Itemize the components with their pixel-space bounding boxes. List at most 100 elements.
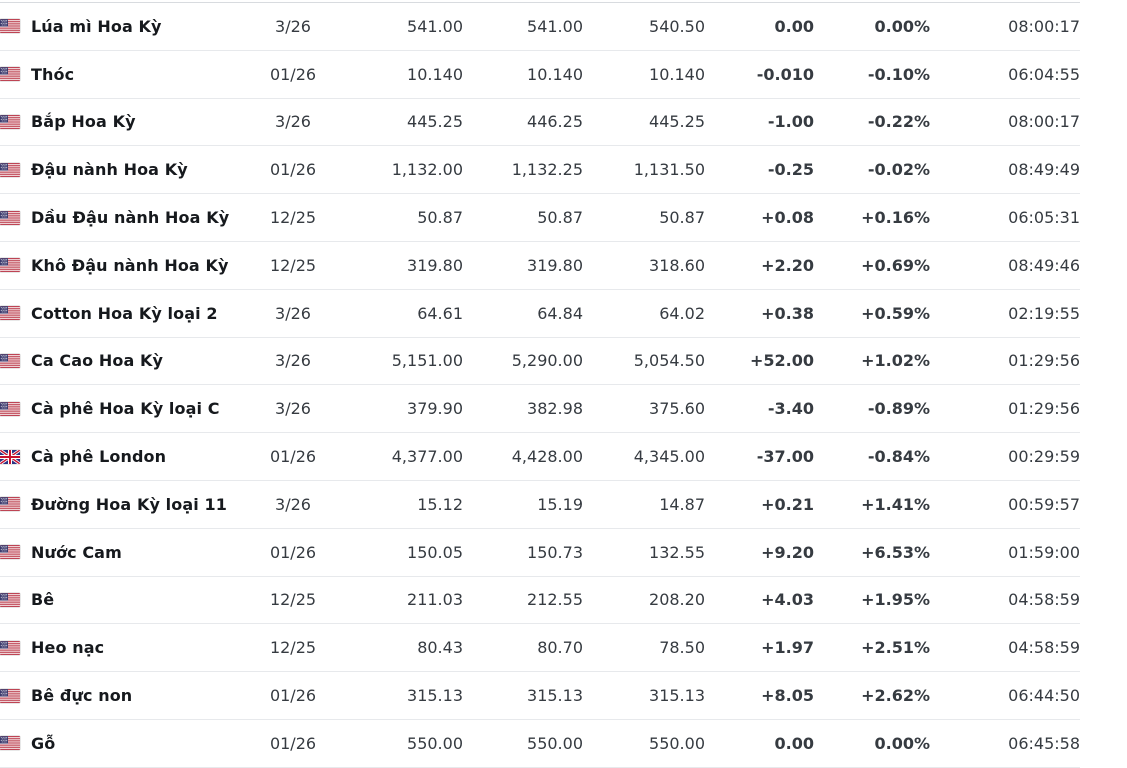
- commodity-name[interactable]: Bắp Hoa Kỳ: [31, 112, 136, 132]
- contract-month: 01/26: [269, 686, 317, 706]
- last-price: 319.80: [407, 255, 463, 275]
- commodity-name[interactable]: Cà phê Hoa Kỳ loại C: [31, 399, 220, 419]
- commodity-cell: Cà phê Hoa Kỳ loại C: [0, 399, 230, 418]
- table-row[interactable]: Đường Hoa Kỳ loại 11 3/26 15.12 15.19 14…: [0, 480, 1080, 528]
- commodity-name[interactable]: Cà phê London: [31, 447, 167, 467]
- table-row[interactable]: Cotton Hoa Kỳ loại 2 3/26 64.61 64.84 64…: [0, 289, 1080, 337]
- update-time: 08:00:17: [1008, 112, 1080, 132]
- change-value: +8.05: [761, 686, 814, 706]
- contract-month: 3/26: [275, 399, 311, 419]
- table-row[interactable]: Bắp Hoa Kỳ 3/26 445.25 446.25 445.25 -1.…: [0, 98, 1080, 146]
- commodity-cell: Lúa mì Hoa Kỳ: [0, 17, 230, 36]
- commodity-name[interactable]: Cotton Hoa Kỳ loại 2: [31, 303, 218, 323]
- commodity-name[interactable]: Đậu nành Hoa Kỳ: [31, 160, 188, 180]
- update-time: 08:49:49: [1008, 160, 1080, 180]
- us-flag-icon: [0, 306, 20, 321]
- commodity-cell: Gỗ: [0, 734, 230, 753]
- update-time: 00:29:59: [1008, 447, 1080, 467]
- contract-month: 3/26: [275, 303, 311, 323]
- commodity-cell: Đậu nành Hoa Kỳ: [0, 160, 230, 179]
- high-price: 5,290.00: [511, 351, 583, 371]
- commodity-cell: Cotton Hoa Kỳ loại 2: [0, 304, 230, 323]
- change-percent: -0.10%: [867, 64, 930, 84]
- table-row[interactable]: Ca Cao Hoa Kỳ 3/26 5,151.00 5,290.00 5,0…: [0, 337, 1080, 385]
- update-time: 04:58:59: [1008, 638, 1080, 658]
- last-price: 150.05: [407, 542, 463, 562]
- table-row[interactable]: Dầu Đậu nành Hoa Kỳ 12/25 50.87 50.87 50…: [0, 193, 1080, 242]
- contract-month: 01/26: [269, 160, 317, 180]
- contract-month: 01/26: [269, 447, 317, 467]
- commodity-name[interactable]: Đường Hoa Kỳ loại 11: [31, 494, 227, 514]
- change-value: +0.08: [761, 208, 814, 228]
- change-value: +0.38: [761, 303, 814, 323]
- commodity-cell: Đường Hoa Kỳ loại 11: [0, 495, 230, 514]
- commodity-cell: Ca Cao Hoa Kỳ: [0, 351, 230, 370]
- us-flag-icon: [0, 67, 20, 82]
- commodity-name[interactable]: Gỗ: [31, 733, 56, 753]
- update-time: 06:44:50: [1008, 686, 1080, 706]
- us-flag-icon: [0, 115, 20, 129]
- table-row[interactable]: Nước Cam 01/26 150.05 150.73 132.55 +9.2…: [0, 528, 1080, 576]
- us-flag-icon: [0, 497, 20, 512]
- commodity-cell: Khô Đậu nành Hoa Kỳ: [0, 256, 230, 275]
- last-price: 4,377.00: [391, 447, 463, 467]
- high-price: 80.70: [537, 638, 583, 658]
- high-price: 382.98: [527, 399, 583, 419]
- update-time: 08:49:46: [1008, 255, 1080, 275]
- us-flag-icon: [0, 19, 20, 34]
- change-percent: +0.16%: [861, 208, 930, 228]
- low-price: 14.87: [659, 494, 705, 514]
- table-row[interactable]: Heo nạc 12/25 80.43 80.70 78.50 +1.97 +2…: [0, 623, 1080, 672]
- us-flag-icon: [0, 593, 20, 607]
- commodity-name[interactable]: Ca Cao Hoa Kỳ: [31, 351, 164, 371]
- low-price: 1,131.50: [633, 160, 705, 180]
- commodity-name[interactable]: Bê đực non: [31, 686, 133, 706]
- high-price: 4,428.00: [511, 447, 583, 467]
- table-row[interactable]: Gỗ 01/26 550.00 550.00 550.00 0.00 0.00%…: [0, 719, 1080, 768]
- commodity-name[interactable]: Bê: [31, 590, 55, 610]
- commodity-name[interactable]: Heo nạc: [31, 638, 105, 658]
- table-row[interactable]: Bê đực non 01/26 315.13 315.13 315.13 +8…: [0, 671, 1080, 720]
- contract-month: 01/26: [269, 64, 317, 84]
- us-flag-icon: [0, 354, 20, 368]
- commodity-name[interactable]: Dầu Đậu nành Hoa Kỳ: [31, 208, 230, 228]
- commodity-cell: Thóc: [0, 65, 230, 84]
- table-row[interactable]: Khô Đậu nành Hoa Kỳ 12/25 319.80 319.80 …: [0, 241, 1080, 289]
- table-row[interactable]: Cà phê London 01/26 4,377.00 4,428.00 4,…: [0, 432, 1080, 481]
- change-value: +0.21: [761, 494, 814, 514]
- last-price: 379.90: [407, 399, 463, 419]
- high-price: 15.19: [537, 494, 583, 514]
- commodity-prices-table: Lúa mì Hoa Kỳ 3/26 541.00 541.00 540.50 …: [0, 2, 1080, 768]
- contract-month: 12/25: [269, 590, 317, 610]
- low-price: 10.140: [649, 64, 705, 84]
- low-price: 4,345.00: [633, 447, 705, 467]
- low-price: 78.50: [659, 638, 705, 658]
- commodity-name[interactable]: Khô Đậu nành Hoa Kỳ: [31, 255, 229, 275]
- change-value: -0.25: [767, 160, 814, 180]
- high-price: 212.55: [527, 590, 583, 610]
- table-row[interactable]: Thóc 01/26 10.140 10.140 10.140 -0.010 -…: [0, 50, 1080, 98]
- commodity-cell: Bắp Hoa Kỳ: [0, 112, 230, 131]
- commodity-name[interactable]: Lúa mì Hoa Kỳ: [31, 16, 162, 36]
- us-flag-icon: [0, 640, 20, 655]
- table-row[interactable]: Lúa mì Hoa Kỳ 3/26 541.00 541.00 540.50 …: [0, 2, 1080, 51]
- change-percent: +2.51%: [861, 638, 930, 658]
- table-row[interactable]: Bê 12/25 211.03 212.55 208.20 +4.03 +1.9…: [0, 576, 1080, 624]
- last-price: 550.00: [407, 733, 463, 753]
- table-row[interactable]: Đậu nành Hoa Kỳ 01/26 1,132.00 1,132.25 …: [0, 145, 1080, 194]
- update-time: 06:45:58: [1008, 733, 1080, 753]
- change-value: +52.00: [749, 351, 814, 371]
- last-price: 211.03: [407, 590, 463, 610]
- change-percent: +6.53%: [861, 542, 930, 562]
- commodity-name[interactable]: Nước Cam: [31, 542, 122, 562]
- us-flag-icon: [0, 688, 20, 703]
- low-price: 445.25: [649, 112, 705, 132]
- change-percent: +1.02%: [861, 351, 930, 371]
- table-row[interactable]: Cà phê Hoa Kỳ loại C 3/26 379.90 382.98 …: [0, 384, 1080, 433]
- change-percent: +2.62%: [861, 686, 930, 706]
- low-price: 318.60: [649, 255, 705, 275]
- contract-month: 12/25: [269, 255, 317, 275]
- commodity-name[interactable]: Thóc: [31, 64, 75, 84]
- low-price: 64.02: [659, 303, 705, 323]
- low-price: 50.87: [659, 208, 705, 228]
